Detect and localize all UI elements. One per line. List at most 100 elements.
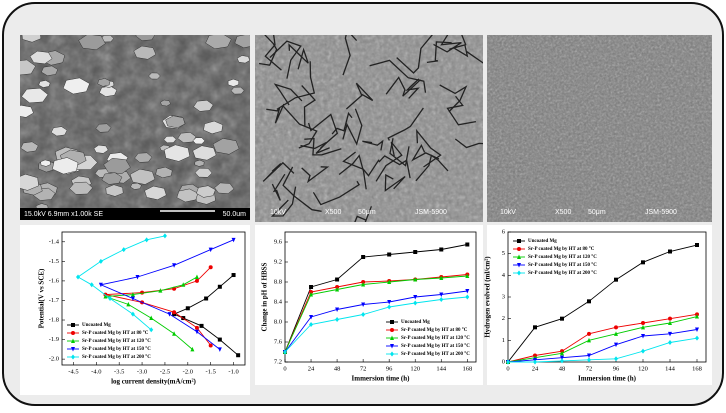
x-tick-label: 96 xyxy=(386,365,393,372)
crack xyxy=(304,137,342,156)
marker xyxy=(335,287,340,292)
marker xyxy=(390,344,394,349)
marker xyxy=(614,331,618,336)
crack xyxy=(387,107,424,141)
marker xyxy=(387,304,392,310)
crystal xyxy=(163,135,177,144)
marker xyxy=(194,274,199,279)
crack xyxy=(282,105,318,149)
crack xyxy=(338,154,367,190)
series-line xyxy=(507,244,698,363)
crystal xyxy=(230,86,245,95)
x-tick-label: 120 xyxy=(638,365,648,372)
y-tick-label: -1.9 xyxy=(49,336,59,343)
sem-info: 50μm xyxy=(358,209,376,216)
crystal xyxy=(62,77,90,95)
marker xyxy=(185,306,190,311)
marker xyxy=(194,278,199,283)
marker xyxy=(335,277,340,282)
marker xyxy=(387,279,392,284)
legend-label: Sr-P coated Mg by HT at 150 °C xyxy=(82,347,151,352)
sem-info: 10kV xyxy=(270,209,286,216)
y-tick-label: 2 xyxy=(502,315,505,322)
y-axis-label: Change in pH of HBSS xyxy=(261,262,269,331)
x-tick-label: 0 xyxy=(283,365,286,372)
y-tick-label: -1.4 xyxy=(49,238,60,245)
crack xyxy=(331,111,353,135)
x-tick-label: 48 xyxy=(559,365,566,372)
marker xyxy=(181,282,186,287)
crack xyxy=(301,85,317,126)
marker xyxy=(167,312,172,317)
legend-label: Sr-P coated Mg by HT at 200 °C xyxy=(401,352,470,357)
y-tick-label: -1.7 xyxy=(49,297,60,304)
crack xyxy=(276,61,316,110)
crack xyxy=(273,83,303,106)
marker xyxy=(587,337,591,343)
crystal xyxy=(93,144,109,154)
marker xyxy=(71,347,75,352)
marker xyxy=(208,247,213,253)
crystal xyxy=(21,35,42,43)
sem-info: 10kV xyxy=(500,209,516,216)
crack xyxy=(384,173,406,192)
marker xyxy=(413,295,418,300)
marker xyxy=(335,307,340,312)
y-tick-label: 7.2 xyxy=(274,358,282,365)
x-axis-label: Immersion time (h) xyxy=(578,375,637,383)
legend-label: Sr-P coated Mg by HT at 120 °C xyxy=(401,336,470,341)
series-line xyxy=(284,274,468,353)
marker xyxy=(560,358,564,364)
marker xyxy=(614,325,618,330)
marker xyxy=(135,274,140,280)
marker xyxy=(144,237,149,243)
y-tick-label: 8.0 xyxy=(274,318,282,325)
marker xyxy=(465,242,470,247)
crack xyxy=(411,144,440,162)
x-tick-label: 24 xyxy=(532,365,539,372)
x-tick-label: 0 xyxy=(506,365,509,372)
crack xyxy=(415,154,449,182)
marker xyxy=(439,292,444,297)
marker xyxy=(517,270,521,276)
y-tick-label: 1 xyxy=(502,337,505,344)
marker xyxy=(309,292,314,297)
series-line xyxy=(284,244,468,353)
crystal xyxy=(105,184,124,197)
marker xyxy=(506,359,510,365)
crystal xyxy=(203,120,224,135)
crystal xyxy=(97,78,111,87)
marker xyxy=(517,254,521,259)
crack xyxy=(266,103,285,124)
sem-texture xyxy=(255,35,483,222)
plot-area xyxy=(284,231,477,363)
marker xyxy=(517,239,521,243)
crystal xyxy=(195,185,216,198)
series-line xyxy=(507,329,698,363)
y-tick-label: 9.2 xyxy=(274,258,282,265)
crystal xyxy=(38,80,51,88)
marker xyxy=(199,323,204,328)
marker xyxy=(158,288,163,293)
marker xyxy=(668,249,672,254)
sem-info: 15.0kV 6.9mm x1.00k SE xyxy=(24,211,103,218)
x-tick-label: 48 xyxy=(334,365,341,372)
crack xyxy=(389,138,410,167)
marker xyxy=(172,310,177,315)
crystal xyxy=(155,166,173,179)
x-tick-label: -4.5 xyxy=(68,368,78,375)
marker xyxy=(439,297,444,302)
marker xyxy=(361,312,366,317)
y-tick-label: 8.8 xyxy=(274,278,282,285)
x-tick-label: 168 xyxy=(462,365,472,372)
marker xyxy=(533,325,537,330)
marker xyxy=(194,325,199,330)
y-tick-label: 8.4 xyxy=(274,298,283,305)
marker xyxy=(71,323,75,327)
marker xyxy=(361,302,366,307)
marker xyxy=(587,299,591,304)
marker xyxy=(413,250,418,254)
marker xyxy=(162,233,167,239)
marker xyxy=(172,263,177,268)
